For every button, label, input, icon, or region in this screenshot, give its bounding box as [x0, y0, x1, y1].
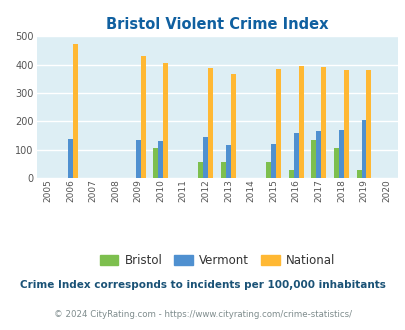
- Bar: [266, 162, 271, 178]
- Text: © 2024 CityRating.com - https://www.cityrating.com/crime-statistics/: © 2024 CityRating.com - https://www.city…: [54, 310, 351, 319]
- Bar: [288, 170, 293, 178]
- Title: Bristol Violent Crime Index: Bristol Violent Crime Index: [106, 17, 328, 32]
- Bar: [298, 66, 303, 178]
- Bar: [73, 44, 78, 178]
- Bar: [220, 162, 226, 178]
- Bar: [198, 162, 203, 178]
- Bar: [343, 70, 348, 178]
- Bar: [230, 74, 235, 178]
- Bar: [140, 55, 145, 178]
- Bar: [203, 137, 208, 178]
- Legend: Bristol, Vermont, National: Bristol, Vermont, National: [95, 249, 339, 272]
- Bar: [271, 144, 275, 178]
- Bar: [226, 145, 230, 178]
- Bar: [68, 139, 73, 178]
- Bar: [366, 70, 371, 178]
- Bar: [135, 140, 140, 178]
- Bar: [320, 67, 326, 178]
- Bar: [311, 141, 315, 178]
- Bar: [208, 68, 213, 178]
- Bar: [275, 69, 280, 178]
- Bar: [163, 63, 168, 178]
- Bar: [315, 131, 320, 178]
- Bar: [158, 141, 163, 178]
- Bar: [333, 148, 338, 178]
- Bar: [293, 133, 298, 178]
- Bar: [338, 130, 343, 178]
- Text: Crime Index corresponds to incidents per 100,000 inhabitants: Crime Index corresponds to incidents per…: [20, 280, 385, 290]
- Bar: [356, 170, 360, 178]
- Bar: [153, 148, 158, 178]
- Bar: [360, 120, 366, 178]
